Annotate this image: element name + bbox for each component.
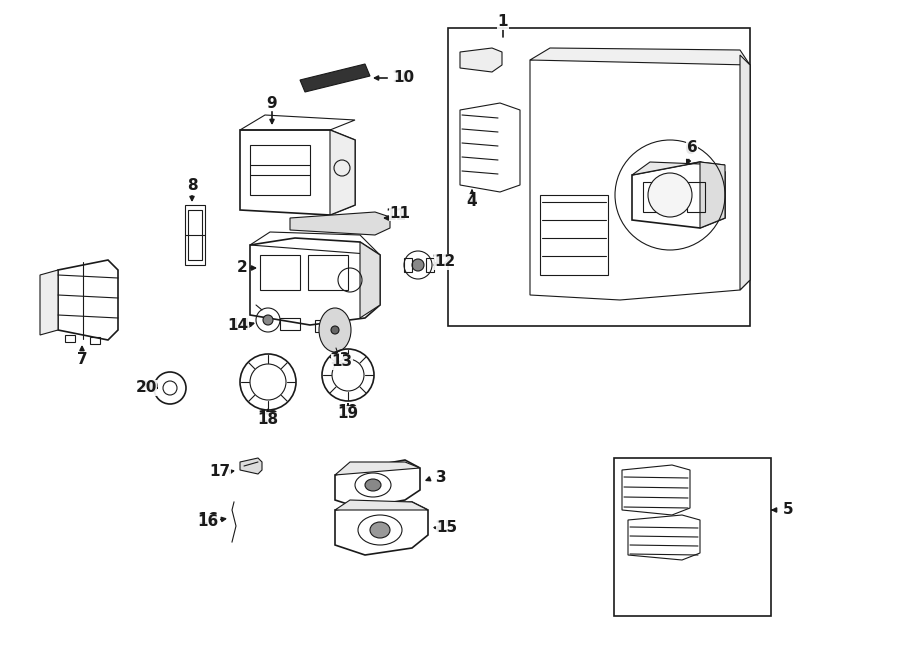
Text: 15: 15	[436, 520, 457, 535]
Text: 6: 6	[687, 141, 698, 155]
Bar	[404, 258, 412, 272]
Bar	[250, 145, 310, 195]
Text: 6: 6	[685, 143, 696, 157]
Bar	[448, 28, 750, 326]
Text: 7: 7	[76, 352, 87, 368]
Text: 13: 13	[329, 352, 351, 368]
Polygon shape	[530, 48, 750, 65]
Polygon shape	[240, 458, 262, 474]
Polygon shape	[300, 64, 370, 92]
Bar	[643, 182, 661, 212]
Text: 11: 11	[390, 206, 410, 221]
Bar	[614, 458, 771, 616]
Text: 17: 17	[210, 465, 230, 479]
Text: 16: 16	[197, 514, 219, 529]
Text: 10: 10	[393, 71, 415, 85]
Text: 15: 15	[435, 520, 455, 535]
Polygon shape	[460, 48, 502, 72]
Polygon shape	[632, 162, 725, 175]
Circle shape	[648, 173, 692, 217]
Bar	[426, 258, 434, 272]
Polygon shape	[740, 55, 750, 290]
Bar	[687, 182, 705, 212]
Text: 9: 9	[266, 95, 277, 110]
Text: 8: 8	[186, 178, 197, 192]
Text: 2: 2	[237, 260, 248, 276]
Text: 7: 7	[76, 352, 87, 368]
Text: 9: 9	[266, 95, 277, 110]
Text: 18: 18	[257, 412, 279, 428]
Circle shape	[412, 259, 424, 271]
Text: 11: 11	[385, 208, 407, 223]
Circle shape	[263, 315, 273, 325]
Text: 17: 17	[210, 465, 230, 479]
Polygon shape	[360, 242, 380, 318]
Text: 14: 14	[228, 317, 248, 332]
Polygon shape	[330, 130, 355, 215]
Polygon shape	[700, 162, 725, 228]
Text: 4: 4	[467, 192, 477, 208]
Ellipse shape	[370, 522, 390, 538]
Text: 20: 20	[138, 381, 158, 395]
Text: 3: 3	[436, 471, 446, 485]
Text: 2: 2	[237, 260, 248, 276]
Polygon shape	[290, 212, 390, 235]
Text: 5: 5	[783, 502, 793, 518]
Text: 1: 1	[498, 15, 508, 30]
Bar	[260, 255, 300, 290]
Text: 14: 14	[230, 317, 250, 332]
Ellipse shape	[319, 308, 351, 352]
Text: 8: 8	[186, 178, 197, 192]
Text: 20: 20	[135, 381, 157, 395]
Text: 3: 3	[435, 471, 446, 485]
Text: 19: 19	[338, 405, 358, 420]
Text: 19: 19	[338, 407, 358, 422]
Circle shape	[154, 372, 186, 404]
Ellipse shape	[365, 479, 381, 491]
Text: 10: 10	[392, 71, 412, 85]
Text: 5: 5	[783, 502, 793, 518]
Text: 18: 18	[257, 410, 279, 426]
Polygon shape	[40, 270, 58, 335]
Text: 12: 12	[435, 254, 455, 270]
Text: 1: 1	[498, 15, 508, 30]
Circle shape	[331, 326, 339, 334]
Bar	[540, 195, 608, 275]
Text: 16: 16	[197, 512, 219, 527]
Polygon shape	[335, 500, 428, 510]
Polygon shape	[335, 462, 420, 475]
Bar	[665, 182, 683, 212]
Text: 12: 12	[431, 254, 453, 270]
Text: 4: 4	[467, 194, 477, 210]
Bar	[308, 255, 348, 290]
Circle shape	[163, 381, 177, 395]
Text: 13: 13	[331, 354, 353, 369]
